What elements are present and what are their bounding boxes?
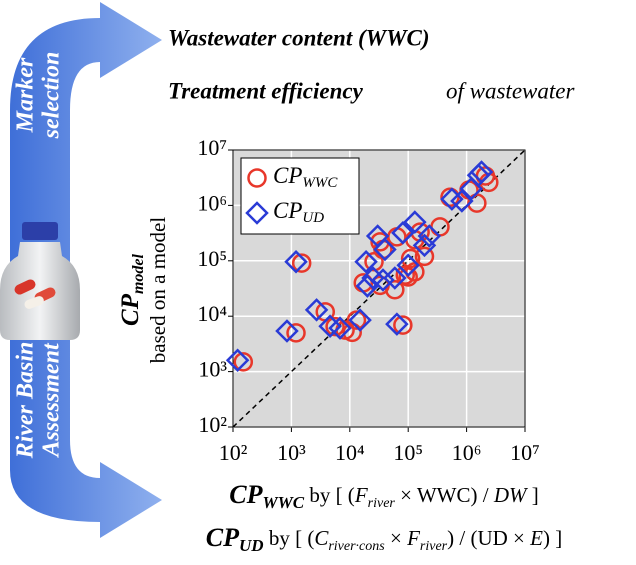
side-label: River Basin bbox=[13, 342, 39, 460]
legend-label-sub: UD bbox=[302, 210, 324, 226]
x-axis-title-part: WWC bbox=[262, 493, 304, 512]
x-axis-title-part: ) / (UD × bbox=[447, 526, 530, 550]
x-axis-title-part: river bbox=[420, 539, 448, 554]
x-axis-title-part: E bbox=[529, 526, 543, 550]
x-axis-title-part: UD bbox=[239, 536, 264, 555]
y-tick-label: 10⁶ bbox=[197, 190, 227, 215]
x-axis-title-part: C bbox=[314, 526, 329, 550]
x-axis-title-part: CP bbox=[229, 480, 263, 509]
y-axis-title-main: CPmodel bbox=[117, 253, 147, 326]
y-tick-label: 10³ bbox=[198, 357, 227, 382]
y-tick-label: 10² bbox=[198, 412, 227, 437]
legend-label-main: CP bbox=[273, 163, 302, 188]
x-axis-title-part: × WWC) / bbox=[395, 483, 494, 507]
x-axis-title-part: × bbox=[385, 526, 407, 550]
header-line: Wastewater content (WWC) bbox=[168, 25, 430, 50]
x-tick-label: 10⁷ bbox=[510, 440, 540, 465]
x-tick-label: 10³ bbox=[277, 440, 306, 465]
y-tick-label: 10⁵ bbox=[197, 246, 227, 271]
y-axis-title-sub: model bbox=[130, 253, 147, 294]
x-tick-label: 10⁵ bbox=[393, 440, 423, 465]
x-tick-label: 10² bbox=[219, 440, 248, 465]
x-axis-title-part: by [ ( bbox=[264, 526, 315, 550]
x-tick-label: 10⁶ bbox=[452, 440, 482, 465]
x-axis-title-part: river·cons bbox=[328, 539, 385, 554]
header-line: of wastewater bbox=[446, 78, 575, 103]
graphical-abstract: Markerselection River BasinAssessment Wa… bbox=[0, 0, 636, 565]
plot: 10² 10³ 10⁴ 10⁵ 10⁶ 10⁷ 10² 10³ 10⁴ 10⁵ 10⁶ 10⁷ CPWW… bbox=[197, 135, 540, 465]
x-tick-label: 10⁴ bbox=[335, 440, 365, 465]
x-axis-title-part: by [ ( bbox=[304, 483, 355, 507]
x-axis-title-part: ] bbox=[526, 483, 538, 507]
legend-label-sub: WWC bbox=[302, 175, 338, 191]
x-axis-title-part: river bbox=[368, 496, 396, 511]
y-axis-title-part: CP bbox=[117, 293, 144, 326]
x-axis-title-part: DW bbox=[493, 483, 529, 507]
x-axis-title-part: F bbox=[406, 526, 420, 550]
y-tick-label: 10⁷ bbox=[197, 135, 227, 160]
x-axis-title: CPWWC by [ (Friver × WWC) / DW ] bbox=[229, 480, 538, 512]
header-line: Treatment efficiency bbox=[168, 78, 364, 103]
x-axis-title: CPUD by [ (Criver·cons × Friver) / (UD ×… bbox=[206, 523, 562, 555]
x-axis-title-part: F bbox=[354, 483, 368, 507]
y-axis-title-note: based on a model bbox=[146, 217, 170, 364]
side-label: Assessment bbox=[39, 342, 65, 459]
x-axis-title-part: CP bbox=[206, 523, 240, 552]
legend-label-main: CP bbox=[273, 198, 302, 223]
x-axis-title-part: ) ] bbox=[543, 526, 562, 550]
side-label: Marker bbox=[13, 57, 39, 133]
y-tick-label: 10⁴ bbox=[197, 301, 227, 326]
side-label: selection bbox=[39, 52, 65, 140]
